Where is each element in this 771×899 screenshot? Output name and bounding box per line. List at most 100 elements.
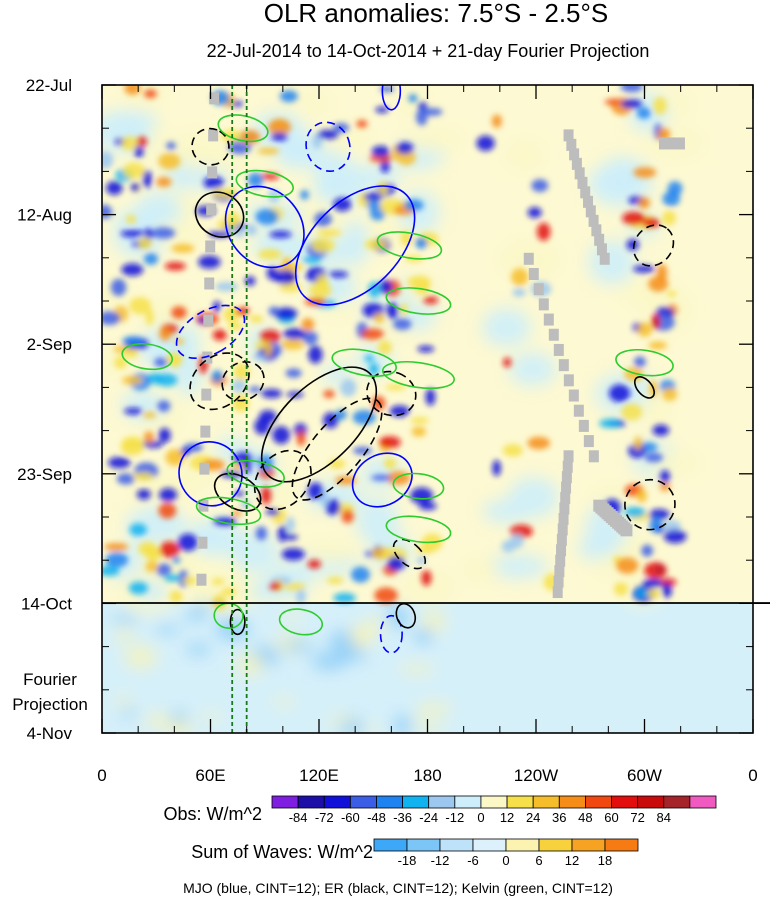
anomaly-blob [371,145,390,158]
chart-title: OLR anomalies: 7.5°S - 2.5°S [264,0,609,28]
missing-data-cell [553,575,564,588]
anomaly-blob [379,436,401,449]
anomaly-blob [156,563,172,576]
projection-blob [326,717,358,726]
missing-data-cell [561,471,572,484]
colorbar-swatch [402,795,430,809]
anomaly-blob [328,271,349,278]
projection-blob [185,611,203,622]
anomaly-blob [145,561,159,573]
x-tick-label: 0 [748,766,757,785]
colorbar-swatch [454,795,482,809]
missing-data-cell [583,435,594,448]
projection-blob [400,664,434,675]
anomaly-blob [512,288,526,297]
anomaly-blob [527,207,542,219]
mjo-contour [224,185,305,269]
anomaly-blob [407,275,431,290]
obs-colorbar: -84 -72 -60 -48 -36 -24 -12 0 12 24 36 48 60 72 84 [271,795,717,825]
projection-label-line1: Fourier [23,670,77,689]
er-contour [221,361,265,402]
anomaly-blob [476,135,495,151]
anomaly-blob [364,239,389,250]
missing-data-cell [205,240,216,253]
projection-blob [364,725,380,733]
projection-blob [421,610,446,634]
er-contour [191,127,230,166]
anomaly-blob [231,531,280,574]
anomaly-blob [351,164,402,189]
kelvin-contour [331,348,397,377]
projection-blob [394,714,412,733]
anomaly-blob [300,190,309,200]
projection-blob [111,614,139,624]
anomaly-blob [128,581,148,595]
anomaly-blob [387,555,406,571]
missing-data-cell [207,166,218,179]
anomaly-blob [335,476,357,485]
projection-blob [283,640,314,652]
anomaly-blob [182,576,197,586]
anomaly-blob [123,350,136,357]
anomaly-blob [401,573,456,600]
anomaly-blob [411,426,427,437]
anomaly-blob [279,90,298,103]
er-contour [229,608,246,636]
anomaly-blob [271,132,288,142]
kelvin-contour [385,515,452,544]
missing-data-cell [528,267,539,280]
anomaly-blob [155,222,208,245]
anomaly-blob [375,106,389,113]
mjo-contour [294,185,416,306]
colorbar-swatch [480,795,508,809]
anomaly-blob [380,85,394,93]
mjo-contour [381,85,402,111]
missing-data-patches [196,92,685,599]
anomaly-blob [421,570,432,586]
y-tick-label: 12-Aug [17,206,72,225]
anomaly-blob [659,482,671,492]
anomaly-blob [268,119,291,136]
er-contour [634,376,655,399]
er-contour [624,478,676,531]
projection-blob [195,600,211,616]
missing-data-cell [573,404,584,417]
missing-data-cell [574,167,585,180]
anomaly-field-detail [102,85,687,611]
projection-blob [281,609,304,618]
anomaly-blob [260,329,281,344]
anomaly-blob [371,474,392,481]
anomaly-blob [536,222,551,241]
anomaly-blob [666,290,677,297]
anomaly-blob [166,141,176,150]
anomaly-blob [633,436,643,451]
projection-blob [339,647,368,661]
missing-data-cell [559,502,570,515]
anomaly-blob [661,582,672,598]
colorbar-swatch [323,795,351,809]
missing-data-cell [202,351,213,364]
anomaly-blob [102,565,120,577]
projection-blob [124,644,157,669]
colorbar-tick-label: 12 [565,853,579,868]
anomaly-blob [260,486,272,505]
anomaly-blob [203,176,224,190]
anomaly-blob [425,388,436,406]
anomaly-blob [317,229,342,237]
anomaly-blob [663,529,687,544]
anomaly-blob [648,341,667,350]
anomaly-blob [325,498,341,516]
anomaly-blob [368,362,379,376]
chart-subtitle: 22-Jul-2014 to 14-Oct-2014 + 21-day Four… [207,41,650,61]
anomaly-blob [644,452,664,463]
waves-colorbar-label: Sum of Waves: W/m^2 [191,842,373,862]
anomaly-blob [277,525,287,543]
anomaly-blob [484,554,548,579]
projection-blob [169,711,188,725]
projection-blob [419,702,452,715]
er-contour [260,366,378,483]
anomaly-blob [106,181,123,195]
er-contour [189,352,250,411]
anomaly-blob [403,129,462,152]
anomaly-blob [137,237,152,250]
